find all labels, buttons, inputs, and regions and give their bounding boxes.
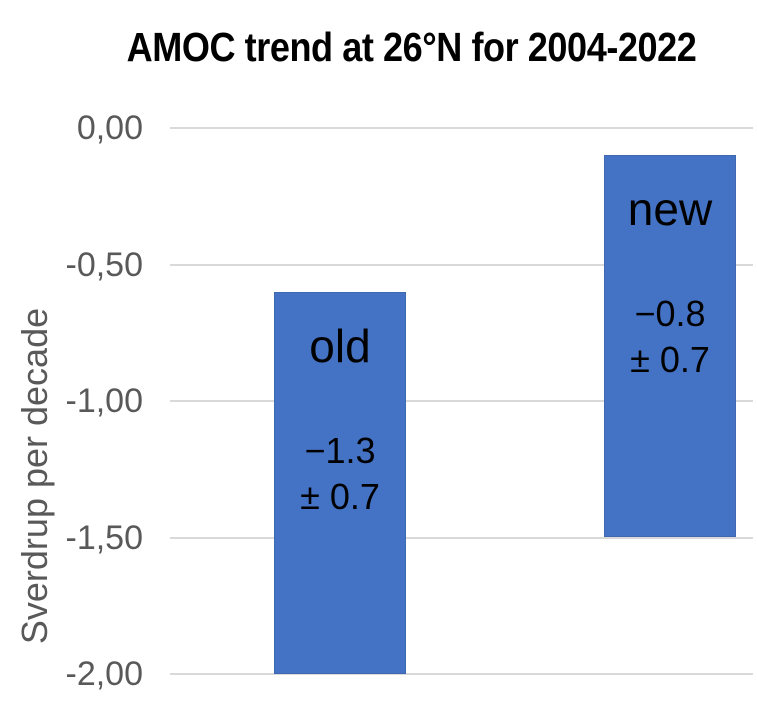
y-tick-label: -1,00 xyxy=(65,382,144,420)
bar-category-label: old xyxy=(309,319,371,372)
gridline xyxy=(170,673,753,675)
gridline xyxy=(170,263,753,266)
bar-trend-value: −1.3 xyxy=(304,429,376,471)
bar-new: new −0.8 ± 0.7 xyxy=(604,155,736,538)
y-tick-label: -1,50 xyxy=(65,518,144,557)
gridline xyxy=(170,127,753,129)
bar-value-label: −1.3 ± 0.7 xyxy=(275,428,405,520)
y-tick-label: 0,00 xyxy=(76,109,143,147)
bar-value-label: −0.8 ± 0.7 xyxy=(605,291,735,383)
gridline xyxy=(170,536,753,539)
y-tick-label: -0,50 xyxy=(65,245,144,284)
bar-trend-value: −0.8 xyxy=(634,293,706,335)
chart-title: AMOC trend at 26°N for 2004-2022 xyxy=(126,24,697,70)
bar-uncertainty-value: ± 0.7 xyxy=(300,475,380,517)
plot-area: old −1.3 ± 0.7 new −0.8 ± 0.7 xyxy=(170,127,753,675)
bar-category-label: new xyxy=(627,183,713,236)
gridline xyxy=(170,400,753,402)
y-axis-title: Sverdrup per decade xyxy=(14,307,55,645)
bar-uncertainty-value: ± 0.7 xyxy=(630,339,710,381)
y-tick-label: -2,00 xyxy=(65,655,144,693)
bar-old: old −1.3 ± 0.7 xyxy=(274,291,406,674)
